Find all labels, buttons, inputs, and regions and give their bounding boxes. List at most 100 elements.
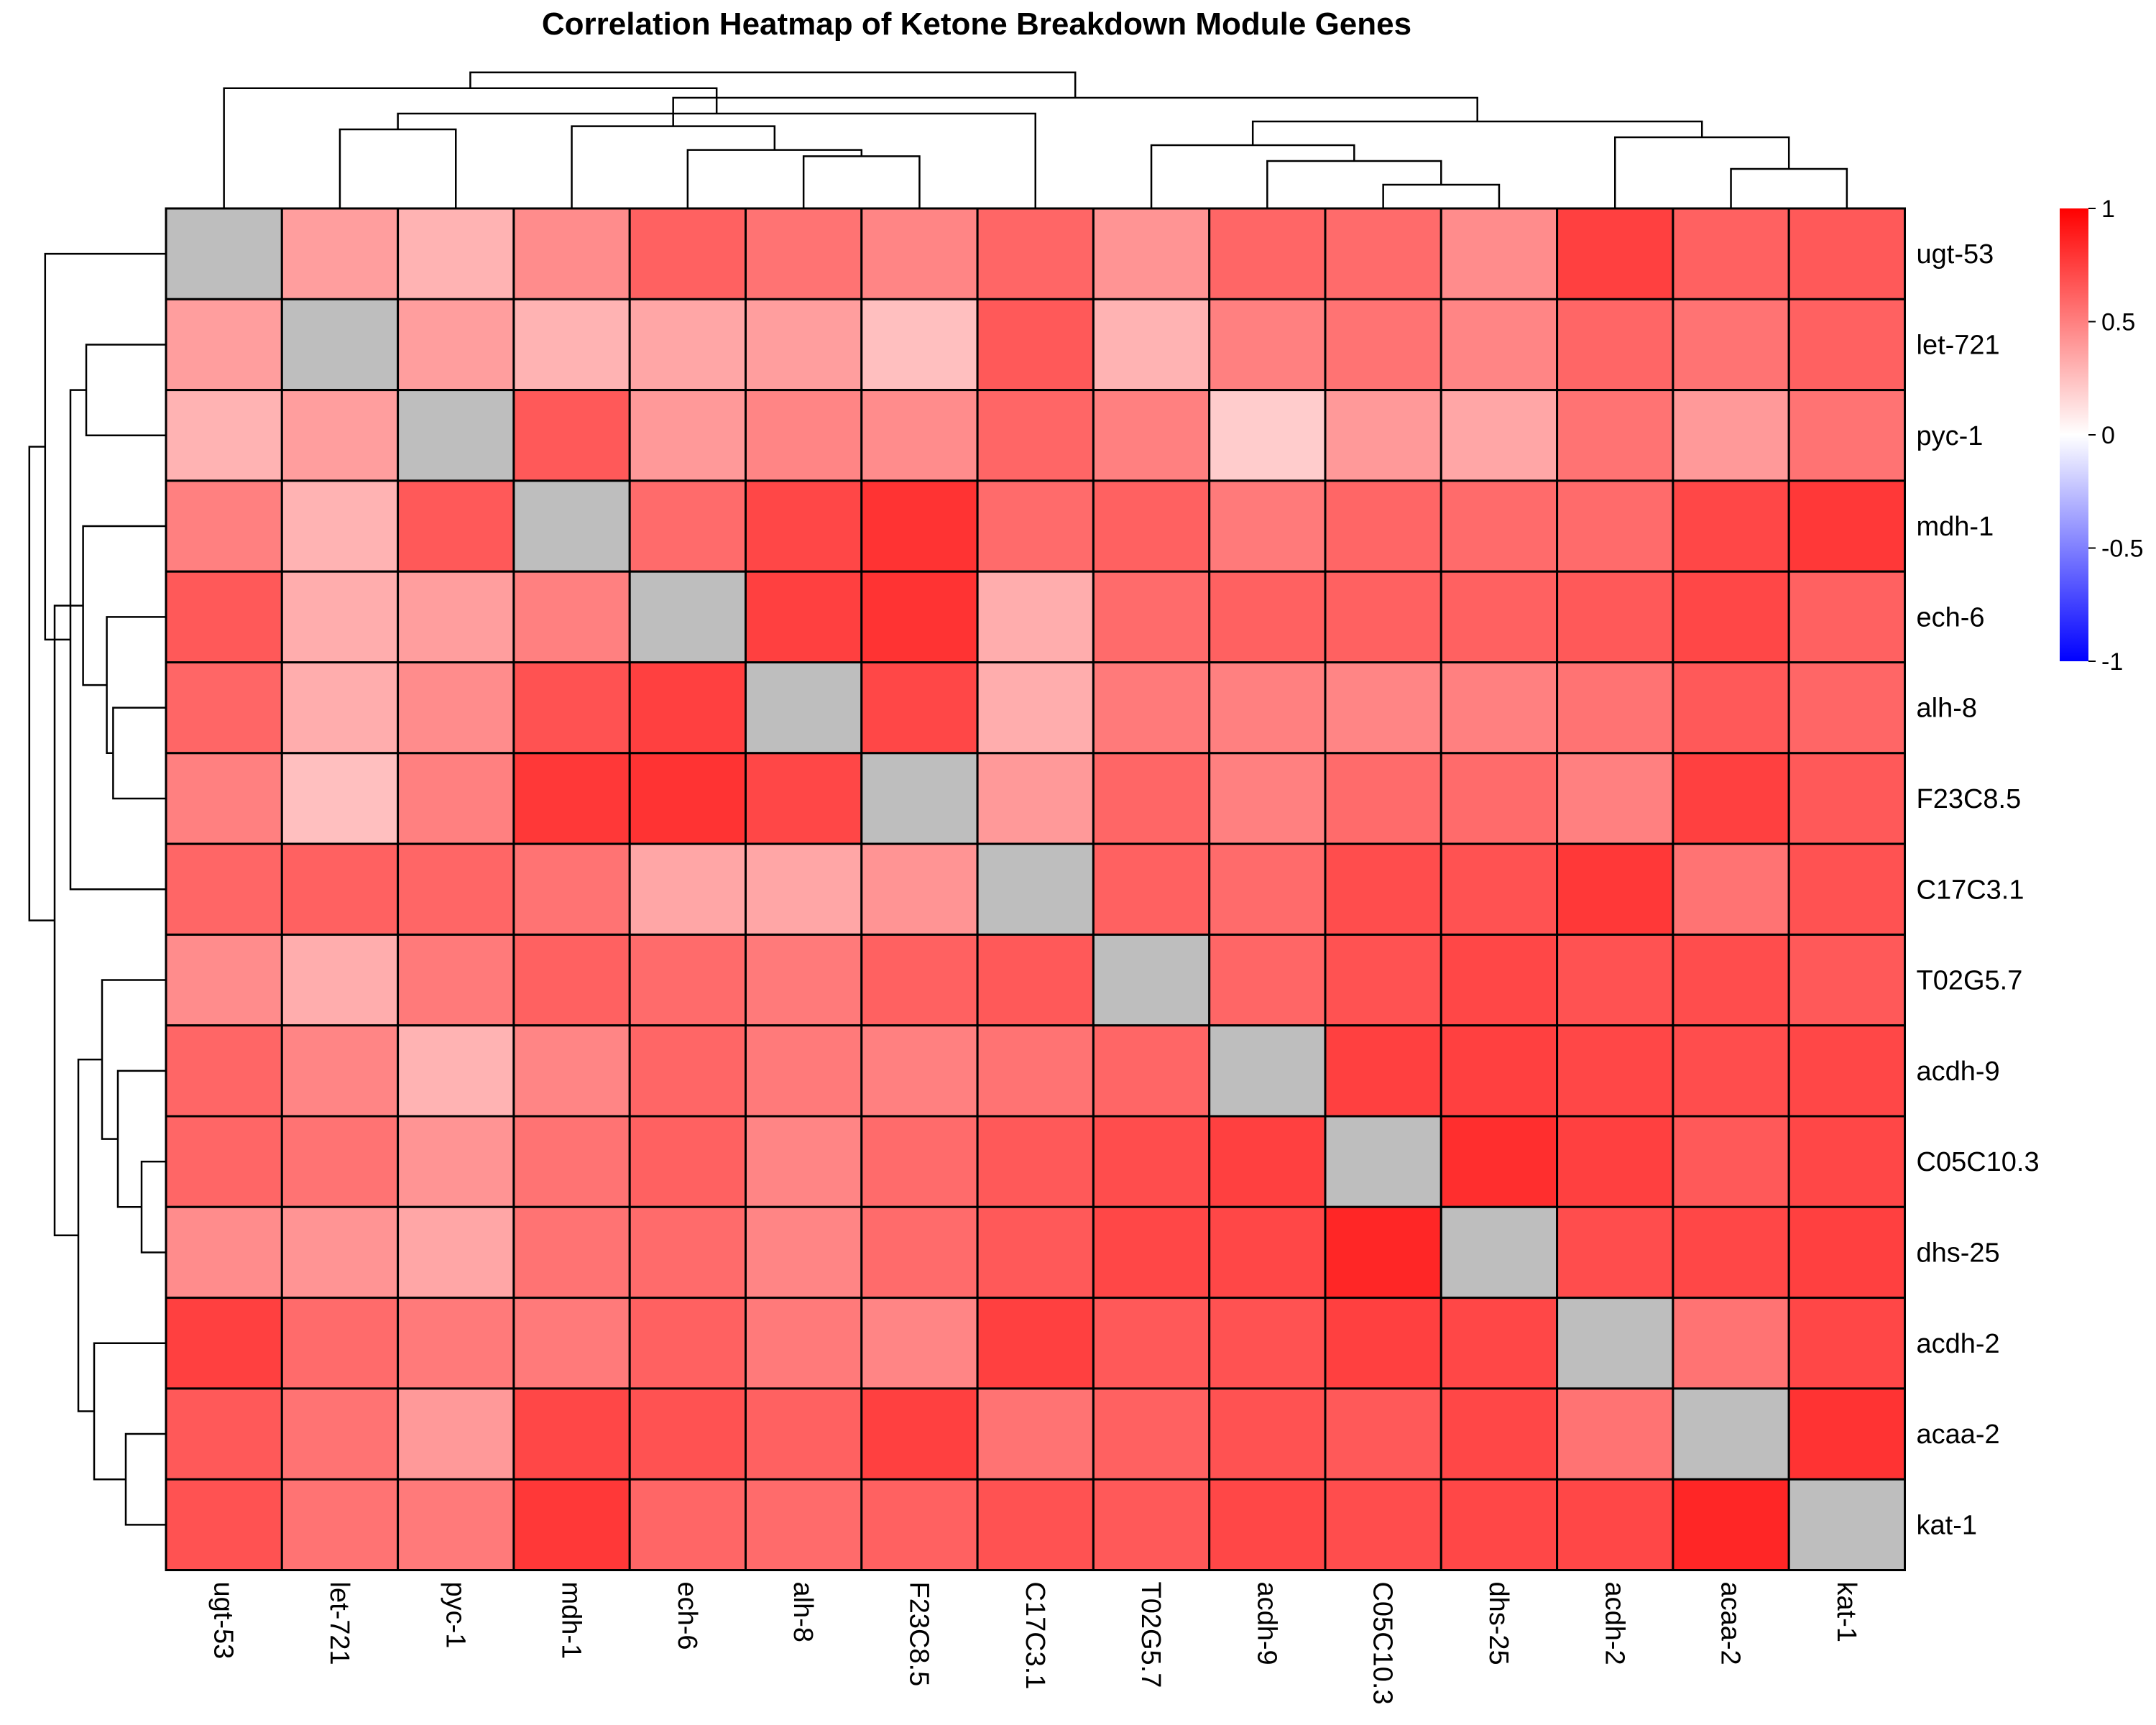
heatmap-cell-T02G5.7-alh-8 — [745, 933, 863, 1027]
row-label: C05C10.3 — [1917, 1147, 2040, 1177]
row-dendrogram-branch — [112, 707, 165, 800]
heatmap-cell-ech-6-ech-6 — [628, 570, 747, 664]
heatmap-cell-acdh-2-pyc-1 — [397, 1297, 515, 1390]
column-label: C17C3.1 — [1020, 1582, 1050, 1690]
column-dendrogram-branch — [571, 125, 776, 208]
heatmap-cell-alh-8-dhs-25 — [1439, 661, 1559, 755]
column-dendrogram-branch — [1730, 167, 1848, 208]
heatmap-cell-acdh-9-ugt-53 — [165, 1024, 283, 1118]
column-label: ech-6 — [672, 1582, 702, 1650]
heatmap-cell-ech-6-acaa-2 — [1672, 570, 1790, 664]
row-label: ech-6 — [1917, 602, 1985, 632]
heatmap-cell-dhs-25-acdh-2 — [1556, 1205, 1674, 1300]
heatmap-cell-pyc-1-C05C10.3 — [1324, 389, 1442, 482]
heatmap-cell-C05C10.3-ugt-53 — [165, 1115, 283, 1208]
heatmap-cell-acdh-9-mdh-1 — [512, 1024, 631, 1118]
heatmap-cell-acdh-2-ech-6 — [628, 1297, 747, 1390]
heatmap-cell-acdh-2-acaa-2 — [1672, 1297, 1790, 1390]
heatmap-cell-mdh-1-let-721 — [280, 479, 400, 573]
heatmap-cell-kat-1-acdh-9 — [1208, 1478, 1327, 1571]
heatmap-cell-acdh-9-pyc-1 — [397, 1024, 515, 1118]
heatmap-cell-let-721-C17C3.1 — [976, 298, 1095, 392]
heatmap-cell-T02G5.7-kat-1 — [1787, 933, 1906, 1027]
heatmap-cell-acdh-9-dhs-25 — [1439, 1024, 1559, 1118]
heatmap-cell-alh-8-T02G5.7 — [1092, 661, 1211, 755]
heatmap-cell-mdh-1-kat-1 — [1787, 479, 1906, 573]
heatmap-cell-ech-6-C05C10.3 — [1324, 570, 1442, 664]
heatmap-cell-kat-1-F23C8.5 — [860, 1478, 979, 1571]
heatmap-cell-dhs-25-pyc-1 — [397, 1205, 515, 1300]
heatmap-cell-T02G5.7-mdh-1 — [512, 933, 631, 1027]
heatmap-cell-mdh-1-acdh-2 — [1556, 479, 1674, 573]
heatmap-cell-acaa-2-dhs-25 — [1439, 1387, 1559, 1481]
row-label: acaa-2 — [1917, 1420, 2000, 1450]
heatmap-cell-let-721-acaa-2 — [1672, 298, 1790, 392]
column-dendrogram-branch — [1150, 144, 1355, 208]
heatmap-cell-dhs-25-acaa-2 — [1672, 1205, 1790, 1300]
column-dendrogram-branch — [1614, 136, 1790, 208]
heatmap-cell-let-721-dhs-25 — [1439, 298, 1559, 392]
heatmap-cell-T02G5.7-pyc-1 — [397, 933, 515, 1027]
heatmap-cell-ech-6-C17C3.1 — [976, 570, 1095, 664]
heatmap-cell-dhs-25-alh-8 — [745, 1205, 863, 1300]
heatmap-cell-ugt-53-mdh-1 — [512, 207, 631, 300]
heatmap-cell-dhs-25-acdh-9 — [1208, 1205, 1327, 1300]
heatmap-cell-let-721-acdh-2 — [1556, 298, 1674, 392]
heatmap-cell-ech-6-acdh-2 — [1556, 570, 1674, 664]
heatmap-cell-T02G5.7-acdh-9 — [1208, 933, 1327, 1027]
heatmap-cell-ech-6-T02G5.7 — [1092, 570, 1211, 664]
heatmap-cell-kat-1-ech-6 — [628, 1478, 747, 1571]
heatmap-cell-F23C8.5-pyc-1 — [397, 752, 515, 845]
heatmap-cell-C17C3.1-dhs-25 — [1439, 842, 1559, 936]
heatmap-cell-let-721-C05C10.3 — [1324, 298, 1442, 392]
heatmap-cell-dhs-25-F23C8.5 — [860, 1205, 979, 1300]
column-label: pyc-1 — [440, 1582, 470, 1649]
heatmap-cell-ech-6-let-721 — [280, 570, 400, 664]
heatmap-cell-C05C10.3-pyc-1 — [397, 1115, 515, 1208]
heatmap-cell-C05C10.3-ech-6 — [628, 1115, 747, 1208]
heatmap-cell-acdh-9-F23C8.5 — [860, 1024, 979, 1118]
heatmap-cell-C17C3.1-C17C3.1 — [976, 842, 1095, 936]
heatmap-cell-let-721-ech-6 — [628, 298, 747, 392]
heatmap-cell-T02G5.7-let-721 — [280, 933, 400, 1027]
heatmap-cell-pyc-1-kat-1 — [1787, 389, 1906, 482]
heatmap-cell-acdh-2-dhs-25 — [1439, 1297, 1559, 1390]
heatmap-cell-acaa-2-C17C3.1 — [976, 1387, 1095, 1481]
heatmap-cell-dhs-25-dhs-25 — [1439, 1205, 1559, 1300]
heatmap-cell-pyc-1-acdh-9 — [1208, 389, 1327, 482]
row-dendrogram-branch — [140, 1160, 165, 1254]
heatmap-cell-acdh-2-acdh-9 — [1208, 1297, 1327, 1390]
heatmap-cell-acdh-2-T02G5.7 — [1092, 1297, 1211, 1390]
heatmap-cell-alh-8-ugt-53 — [165, 661, 283, 755]
heatmap-cell-mdh-1-T02G5.7 — [1092, 479, 1211, 573]
column-dendrogram-branch — [223, 87, 718, 208]
heatmap-cell-mdh-1-alh-8 — [745, 479, 863, 573]
heatmap-cell-kat-1-mdh-1 — [512, 1478, 631, 1571]
heatmap-cell-let-721-ugt-53 — [165, 298, 283, 392]
column-label: acdh-2 — [1599, 1582, 1629, 1665]
heatmap-cell-acdh-2-F23C8.5 — [860, 1297, 979, 1390]
heatmap-cell-pyc-1-C17C3.1 — [976, 389, 1095, 482]
color-legend: 1 0.5 0 -0.5 -1 — [2060, 196, 2144, 676]
heatmap-cell-ugt-53-pyc-1 — [397, 207, 515, 300]
row-label: F23C8.5 — [1917, 784, 2022, 814]
heatmap-cell-C17C3.1-ech-6 — [628, 842, 747, 936]
color-legend-tick-label: 0.5 — [2101, 309, 2135, 336]
heatmap-cell-acdh-2-let-721 — [280, 1297, 400, 1390]
heatmap-cell-F23C8.5-kat-1 — [1787, 752, 1906, 845]
heatmap-cell-ugt-53-dhs-25 — [1439, 207, 1559, 300]
heatmap-cell-alh-8-C17C3.1 — [976, 661, 1095, 755]
heatmap-cell-kat-1-C17C3.1 — [976, 1478, 1095, 1571]
heatmap-cell-ech-6-mdh-1 — [512, 570, 631, 664]
row-label: T02G5.7 — [1917, 966, 2023, 996]
heatmap-cell-C17C3.1-acdh-9 — [1208, 842, 1327, 936]
heatmap-cell-T02G5.7-acdh-2 — [1556, 933, 1674, 1027]
column-label: C05C10.3 — [1368, 1582, 1398, 1705]
color-legend-tick-label: 1 — [2101, 196, 2115, 223]
column-label: dhs-25 — [1483, 1582, 1514, 1665]
heatmap-cell-kat-1-ugt-53 — [165, 1478, 283, 1571]
heatmap-cell-dhs-25-ugt-53 — [165, 1205, 283, 1300]
heatmap-cell-acaa-2-pyc-1 — [397, 1387, 515, 1481]
column-dendrogram-branch — [469, 71, 1077, 98]
